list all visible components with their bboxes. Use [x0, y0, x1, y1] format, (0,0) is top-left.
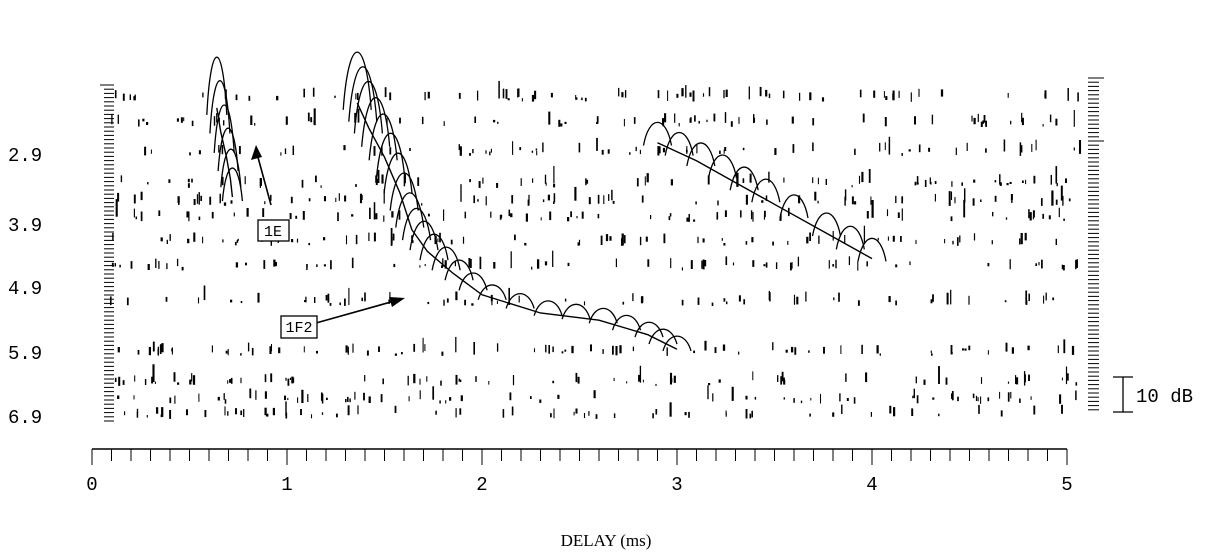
trace-loop	[505, 292, 535, 309]
trace-loop	[220, 148, 242, 188]
y-axis-left	[100, 84, 114, 422]
trace-line	[657, 142, 873, 260]
callout-arrowhead	[251, 145, 262, 160]
trace-loop	[342, 51, 372, 110]
x-tick-label: 2	[476, 474, 487, 496]
x-tick-label: 4	[866, 474, 877, 496]
x-tick-label: 1	[281, 474, 292, 496]
callout-arrow	[255, 149, 272, 206]
trace-loop	[368, 113, 398, 161]
x-tick-label: 0	[86, 474, 97, 496]
x-tick-label: 5	[1061, 474, 1072, 496]
trace-loop	[401, 207, 432, 241]
trace-loop	[779, 194, 809, 219]
trace-loop	[686, 142, 716, 167]
y-tick-label: 5.9	[8, 343, 42, 365]
noise-marks	[110, 80, 1082, 419]
trace-line	[356, 102, 678, 350]
callout-arrowhead	[389, 297, 405, 307]
x-tick-label: 3	[671, 474, 682, 496]
callout-box	[257, 219, 290, 242]
trace-loop	[477, 284, 507, 300]
x-axis	[91, 448, 1068, 465]
trace-loop	[857, 237, 887, 262]
y-axis-right	[1088, 77, 1104, 411]
trace-loop	[389, 172, 419, 211]
trace-line	[216, 107, 234, 198]
x-tick-labels: 0 1 2 3 4 5	[86, 474, 1072, 496]
callout-box	[280, 315, 318, 339]
trace-loop	[835, 225, 865, 250]
y-tick-labels: 2.9 3.9 4.9 5.9 6.9	[8, 145, 42, 429]
trace-loop	[662, 335, 692, 352]
callout-label: 1F2	[285, 320, 312, 337]
trace-loop	[642, 122, 673, 146]
y-tick-label: 2.9	[8, 145, 42, 167]
trace-loop	[751, 178, 781, 203]
trace-loop	[221, 167, 244, 202]
trace-loop	[361, 97, 391, 147]
callout-1e: 1E	[251, 145, 290, 242]
trace-loop	[634, 321, 664, 338]
trace-loop	[729, 166, 759, 191]
trace-loop	[348, 66, 378, 122]
trace-loop	[409, 220, 439, 251]
trace-loop	[217, 127, 239, 172]
trace-loop	[395, 192, 425, 228]
callout-arrow	[315, 299, 399, 324]
trace-loop	[353, 81, 384, 134]
trace-loop	[431, 246, 461, 271]
echo-traces	[206, 51, 887, 352]
scale-bar-label: 10 dB	[1136, 386, 1193, 408]
callout-label: 1E	[264, 224, 282, 241]
scale-bar: 10 dB	[1113, 376, 1193, 413]
y-tick-label: 6.9	[8, 407, 42, 429]
trace-loop	[375, 132, 406, 177]
y-tick-label: 4.9	[8, 278, 42, 300]
trace-loop	[458, 272, 488, 291]
y-tick-label: 3.9	[8, 215, 42, 237]
trace-loop	[561, 303, 591, 320]
x-axis-title: DELAY (ms)	[561, 531, 652, 550]
trace-loop	[648, 328, 678, 345]
trace-loop	[811, 212, 842, 237]
trace-loop	[611, 314, 642, 331]
trace-loop	[664, 132, 694, 156]
trace-loop	[707, 154, 738, 179]
trace-loop	[419, 233, 449, 261]
callout-1f2: 1F2	[280, 297, 405, 339]
